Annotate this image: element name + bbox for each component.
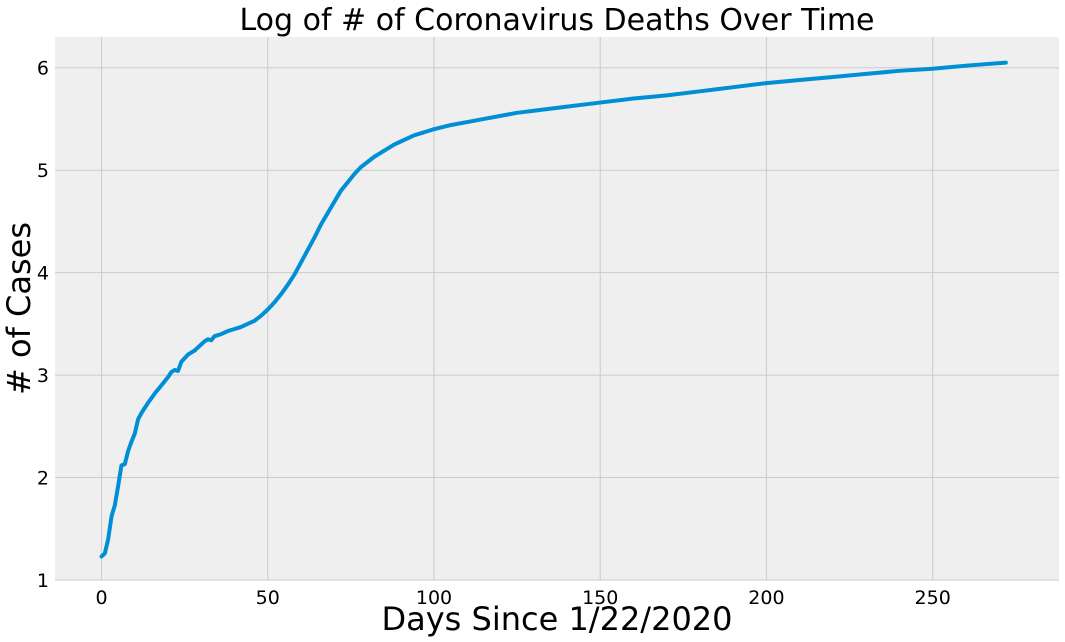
y-axis-label: # of Cases	[0, 222, 38, 395]
x-tick-label: 200	[748, 587, 784, 609]
plot-area	[55, 37, 1059, 580]
x-tick-label: 100	[416, 587, 452, 609]
y-tick-label: 3	[37, 365, 49, 387]
x-axis-label: Days Since 1/22/2020	[381, 600, 732, 638]
y-tick-label: 4	[37, 263, 49, 285]
y-tick-labels: 1 2 3 4 5 6	[37, 58, 49, 592]
x-tick-label: 0	[95, 587, 107, 609]
y-tick-label: 6	[37, 58, 49, 80]
x-tick-label: 150	[582, 587, 618, 609]
chart-title: Log of # of Coronavirus Deaths Over Time	[239, 3, 874, 38]
y-tick-label: 1	[37, 570, 49, 592]
series-line	[99, 60, 1008, 559]
y-tick-label: 5	[37, 160, 49, 182]
y-tick-label: 2	[37, 468, 49, 490]
x-tick-labels: 0 50 100 150 200 250	[95, 587, 950, 609]
x-tick-label: 250	[915, 587, 951, 609]
x-tick-label: 50	[256, 587, 280, 609]
